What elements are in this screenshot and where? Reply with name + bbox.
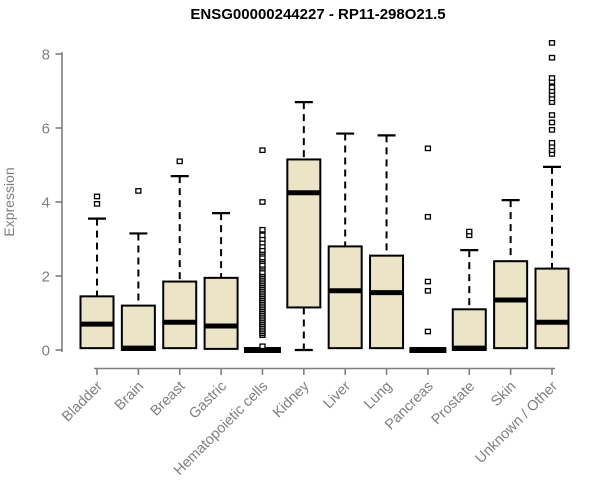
outlier-point xyxy=(466,228,473,235)
outlier-point xyxy=(548,139,556,146)
boxplot-pancreas xyxy=(409,145,447,353)
iqr-box xyxy=(120,304,156,352)
outlier-point xyxy=(135,188,142,194)
boxplot-lung xyxy=(369,134,405,350)
x-category-label: Bladder xyxy=(59,378,106,425)
y-tick-label: 4 xyxy=(42,195,50,212)
outlier-point xyxy=(548,84,556,91)
outlier-point xyxy=(424,328,432,335)
boxplot-gastric xyxy=(203,212,239,350)
boxplot-kidney xyxy=(286,100,322,352)
iqr-box xyxy=(327,245,363,350)
outlier-point xyxy=(259,199,266,205)
outlier-point xyxy=(548,127,556,133)
iqr-box xyxy=(369,254,405,350)
y-tick-label: 8 xyxy=(42,47,50,64)
x-category-label: Lung xyxy=(361,379,395,413)
x-category-label: Prostate xyxy=(429,379,478,428)
outlier-point xyxy=(259,147,266,154)
outlier-point xyxy=(548,112,556,118)
y-tick-label: 2 xyxy=(42,269,50,286)
boxplot-brain xyxy=(120,188,156,352)
boxplot-skin xyxy=(493,199,529,350)
outlier-point xyxy=(548,119,556,126)
iqr-box xyxy=(286,158,322,309)
outlier-point xyxy=(259,232,266,239)
x-category-label: Brain xyxy=(112,379,147,414)
boxplot-prostate xyxy=(451,228,487,351)
iqr-box xyxy=(162,280,198,350)
boxplot-unknown-other xyxy=(534,40,570,350)
boxplot-hematopoietic-cells xyxy=(243,147,281,353)
iqr-box xyxy=(203,276,239,350)
outlier-point xyxy=(424,278,432,285)
outlier-point xyxy=(424,287,432,294)
outlier-point xyxy=(93,193,101,200)
iqr-box xyxy=(534,267,570,350)
y-tick-label: 0 xyxy=(42,343,50,360)
boxplot-breast xyxy=(162,158,198,350)
y-tick-label: 6 xyxy=(42,121,50,138)
x-category-label: Liver xyxy=(320,378,354,412)
iqr-box xyxy=(493,260,529,350)
boxplot-liver xyxy=(327,132,363,350)
outlier-point xyxy=(548,75,556,81)
x-category-label: Kidney xyxy=(270,378,313,421)
outlier-point xyxy=(176,158,183,165)
boxplot-bladder xyxy=(79,193,115,350)
outlier-point xyxy=(424,213,432,220)
iqr-box xyxy=(451,308,487,351)
outlier-point xyxy=(93,200,101,207)
y-axis-title: Expression xyxy=(1,167,17,236)
x-category-label: Breast xyxy=(148,379,189,420)
outlier-point xyxy=(548,54,556,61)
outlier-point xyxy=(259,226,266,233)
outlier-point xyxy=(259,343,266,350)
x-category-label: Skin xyxy=(488,379,519,410)
outlier-point xyxy=(548,40,556,46)
chart-title: ENSG00000244227 - RP11-298O21.5 xyxy=(190,6,445,23)
outlier-point xyxy=(424,145,432,152)
